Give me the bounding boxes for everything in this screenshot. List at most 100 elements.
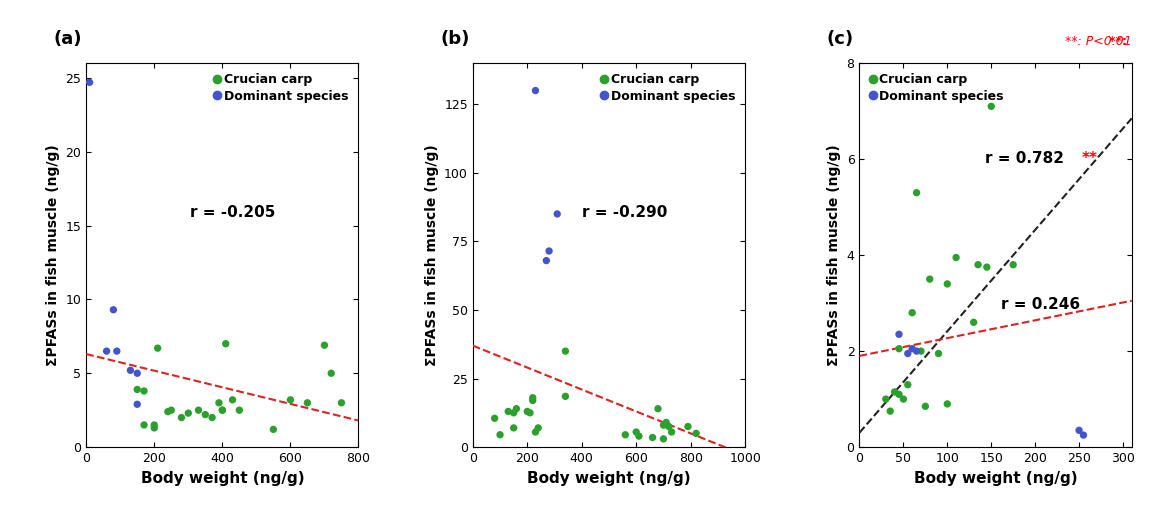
Point xyxy=(122,366,140,375)
Point xyxy=(877,395,895,403)
Point xyxy=(556,347,574,356)
Point xyxy=(540,247,558,255)
Point xyxy=(196,410,215,419)
Text: **:: **: xyxy=(1110,35,1132,48)
Text: r = -0.290: r = -0.290 xyxy=(581,205,668,220)
Point xyxy=(889,345,908,353)
Point xyxy=(520,409,539,417)
Point xyxy=(654,421,672,429)
Point xyxy=(938,400,956,408)
Point xyxy=(491,431,509,439)
Point xyxy=(556,392,574,401)
Legend: Crucian carp, Dominant species: Crucian carp, Dominant species xyxy=(865,69,1008,107)
Text: (a): (a) xyxy=(54,30,82,48)
Point xyxy=(908,188,926,197)
Point xyxy=(947,254,965,262)
Point xyxy=(524,396,542,404)
Point xyxy=(978,263,996,271)
Text: **: ** xyxy=(1081,151,1097,166)
Point xyxy=(98,347,116,356)
Point xyxy=(537,256,555,265)
Point xyxy=(899,349,917,358)
X-axis label: Body weight (ng/g): Body weight (ng/g) xyxy=(527,471,691,485)
Point xyxy=(213,406,231,414)
Point xyxy=(679,422,697,431)
Point xyxy=(886,388,904,396)
Point xyxy=(912,347,931,356)
Point xyxy=(654,434,672,443)
Point xyxy=(223,396,241,404)
Point xyxy=(162,406,180,414)
Point xyxy=(145,424,163,432)
Point xyxy=(507,404,525,413)
Point xyxy=(504,424,523,432)
Point xyxy=(643,433,662,442)
Point xyxy=(649,404,668,413)
Point xyxy=(105,306,123,314)
Point xyxy=(264,425,283,433)
Point xyxy=(1070,426,1088,434)
Point xyxy=(128,385,146,393)
Point xyxy=(881,407,900,416)
Point xyxy=(916,402,934,410)
Point xyxy=(230,406,248,414)
Point xyxy=(159,408,177,416)
Point xyxy=(518,407,537,416)
Point xyxy=(969,260,987,269)
Text: **: P<0.01: **: P<0.01 xyxy=(1065,35,1132,48)
Point xyxy=(322,369,340,378)
Point xyxy=(190,406,208,414)
Point xyxy=(128,400,146,409)
Text: (b): (b) xyxy=(440,30,470,48)
Point xyxy=(687,429,705,438)
Point xyxy=(982,102,1001,110)
X-axis label: Body weight (ng/g): Body weight (ng/g) xyxy=(913,471,1078,485)
Point xyxy=(315,341,333,349)
Point xyxy=(657,418,676,427)
Text: r = -0.205: r = -0.205 xyxy=(190,205,275,220)
Legend: Crucian carp, Dominant species: Crucian carp, Dominant species xyxy=(596,69,739,107)
Y-axis label: ΣPFASs in fish muscle (ng/g): ΣPFASs in fish muscle (ng/g) xyxy=(46,144,60,366)
Point xyxy=(529,424,547,432)
Y-axis label: ΣPFASs in fish muscle (ng/g): ΣPFASs in fish muscle (ng/g) xyxy=(827,144,841,366)
Point xyxy=(332,399,350,407)
Point xyxy=(627,428,646,436)
Point xyxy=(203,413,222,422)
Point xyxy=(930,349,948,358)
X-axis label: Body weight (ng/g): Body weight (ng/g) xyxy=(140,471,304,485)
Point xyxy=(889,330,908,339)
Point xyxy=(660,422,678,431)
Point xyxy=(526,428,545,436)
Point xyxy=(145,421,163,429)
Point xyxy=(172,413,191,422)
Point xyxy=(630,432,648,440)
Point xyxy=(148,344,167,352)
Point xyxy=(485,414,503,422)
Point xyxy=(663,428,681,436)
Point xyxy=(504,409,523,417)
Point xyxy=(80,78,99,86)
Legend: Crucian carp, Dominant species: Crucian carp, Dominant species xyxy=(210,69,353,107)
Text: r = 0.246: r = 0.246 xyxy=(1001,297,1080,312)
Point xyxy=(108,347,126,356)
Point xyxy=(903,308,921,317)
Point xyxy=(1004,260,1023,269)
Point xyxy=(908,347,926,356)
Point xyxy=(616,431,634,439)
Text: r = 0.782: r = 0.782 xyxy=(985,151,1064,166)
Point xyxy=(134,421,153,429)
Point xyxy=(499,407,517,416)
Point xyxy=(920,275,939,284)
Point xyxy=(899,380,917,389)
Point xyxy=(889,390,908,399)
Y-axis label: ΣPFASs in fish muscle (ng/g): ΣPFASs in fish muscle (ng/g) xyxy=(424,144,439,366)
Point xyxy=(134,387,153,395)
Point xyxy=(179,409,198,417)
Point xyxy=(964,318,982,327)
Point xyxy=(210,399,229,407)
Point xyxy=(213,406,231,414)
Point xyxy=(282,396,300,404)
Point xyxy=(526,86,545,95)
Point xyxy=(524,393,542,402)
Point xyxy=(299,399,317,407)
